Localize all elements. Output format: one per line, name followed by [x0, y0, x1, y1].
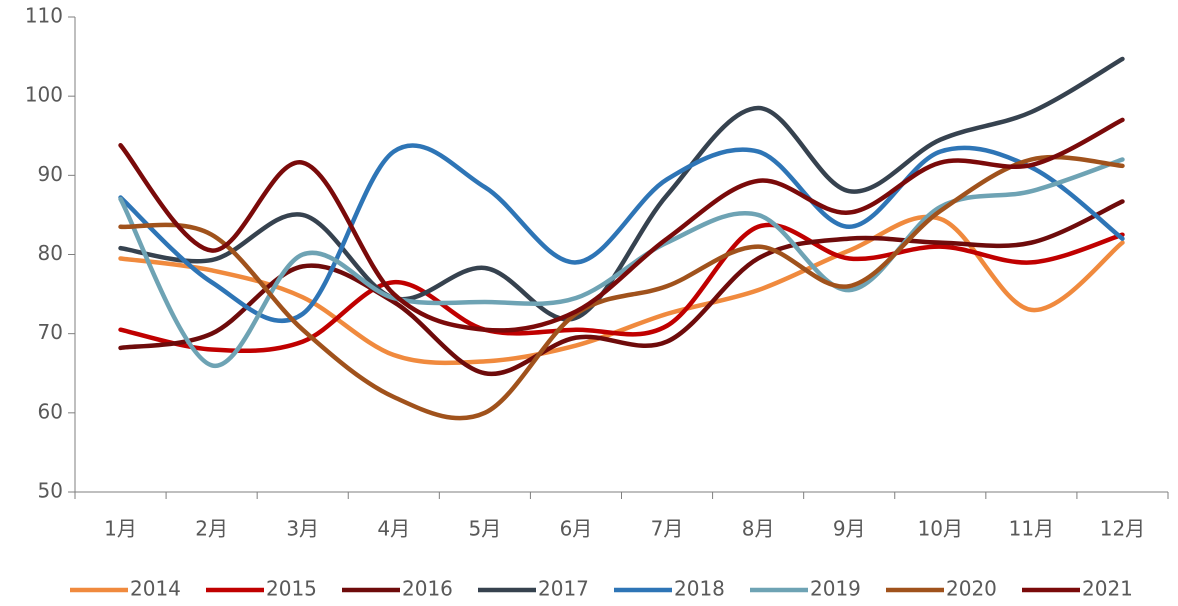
line-series: [118, 154, 1125, 421]
x-tick-label: 8月: [742, 517, 775, 541]
x-tick-label: 5月: [469, 517, 502, 541]
legend-label: 2021: [1082, 577, 1133, 601]
line-series: [118, 143, 1125, 323]
legend-label: 2020: [946, 577, 997, 601]
line-series: [118, 157, 1125, 368]
line-series: [118, 117, 1125, 333]
x-tick-label: 11月: [1009, 517, 1054, 541]
x-tick-label: 4月: [377, 517, 410, 541]
x-tick-label: 3月: [286, 517, 319, 541]
x-tick-label: 6月: [560, 517, 593, 541]
legend-label: 2016: [402, 577, 453, 601]
legend-label: 2017: [538, 577, 589, 601]
y-tick-label: 90: [38, 162, 63, 186]
y-tick-label: 60: [38, 399, 63, 423]
legend-label: 2015: [266, 577, 317, 601]
x-tick-label: 2月: [195, 517, 228, 541]
legend-label: 2014: [130, 577, 181, 601]
line-series: [118, 199, 1125, 377]
x-tick-label: 10月: [918, 517, 963, 541]
y-tick-label: 110: [25, 4, 63, 28]
x-tick-label: 1月: [104, 517, 137, 541]
line-series: [118, 222, 1125, 354]
line-series: [118, 56, 1125, 322]
y-tick-label: 100: [25, 83, 63, 107]
x-tick-label: 9月: [833, 517, 866, 541]
y-tick-label: 50: [38, 479, 63, 503]
y-tick-label: 80: [38, 241, 63, 265]
y-tick-label: 70: [38, 320, 63, 344]
legend-label: 2018: [674, 577, 725, 601]
x-tick-label: 7月: [651, 517, 684, 541]
x-tick-label: 12月: [1100, 517, 1145, 541]
legend-label: 2019: [810, 577, 861, 601]
